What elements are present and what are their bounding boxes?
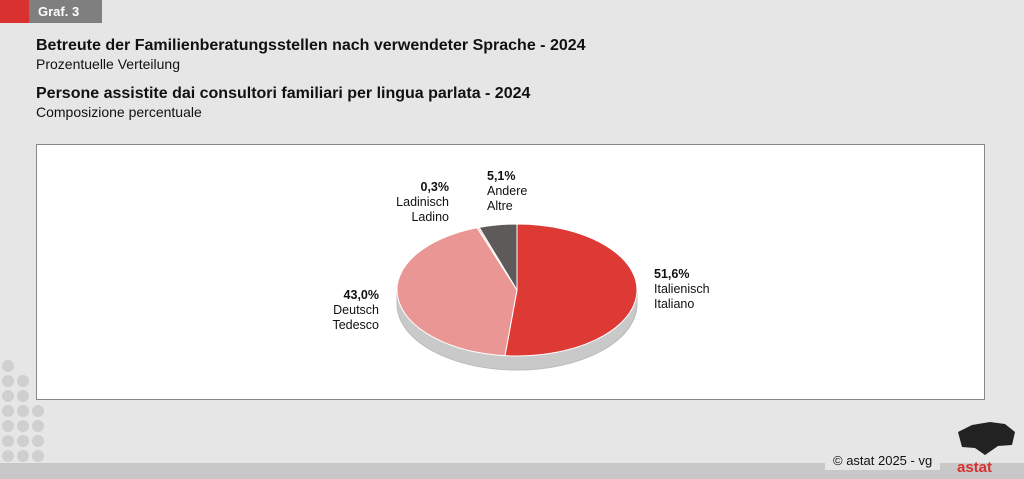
copyright: © astat 2025 - vg	[825, 451, 941, 470]
label-tedesco: 43,0% Deutsch Tedesco	[332, 288, 379, 332]
label-italiano: 51,6% Italienisch Italiano	[654, 267, 710, 311]
pie-slice-italiano	[504, 223, 638, 357]
subtitle-it: Composizione percentuale	[36, 104, 202, 120]
label-ladino: 0,3% Ladinisch Ladino	[396, 180, 449, 224]
label-altre: 5,1% Andere Altre	[487, 169, 528, 213]
astat-logo: astat	[957, 459, 993, 476]
pie-slice-tedesco	[396, 227, 518, 357]
title-it: Persone assistite dai consultori familia…	[36, 85, 531, 102]
pie-slice-altre	[478, 223, 518, 292]
figure-tag: Graf. 3	[29, 0, 102, 23]
title-de: Betreute der Familienberatungsstellen na…	[36, 37, 586, 54]
footer-bar	[0, 463, 1024, 479]
tag-accent	[0, 0, 29, 23]
subtitle-de: Prozentuelle Verteilung	[36, 56, 180, 72]
